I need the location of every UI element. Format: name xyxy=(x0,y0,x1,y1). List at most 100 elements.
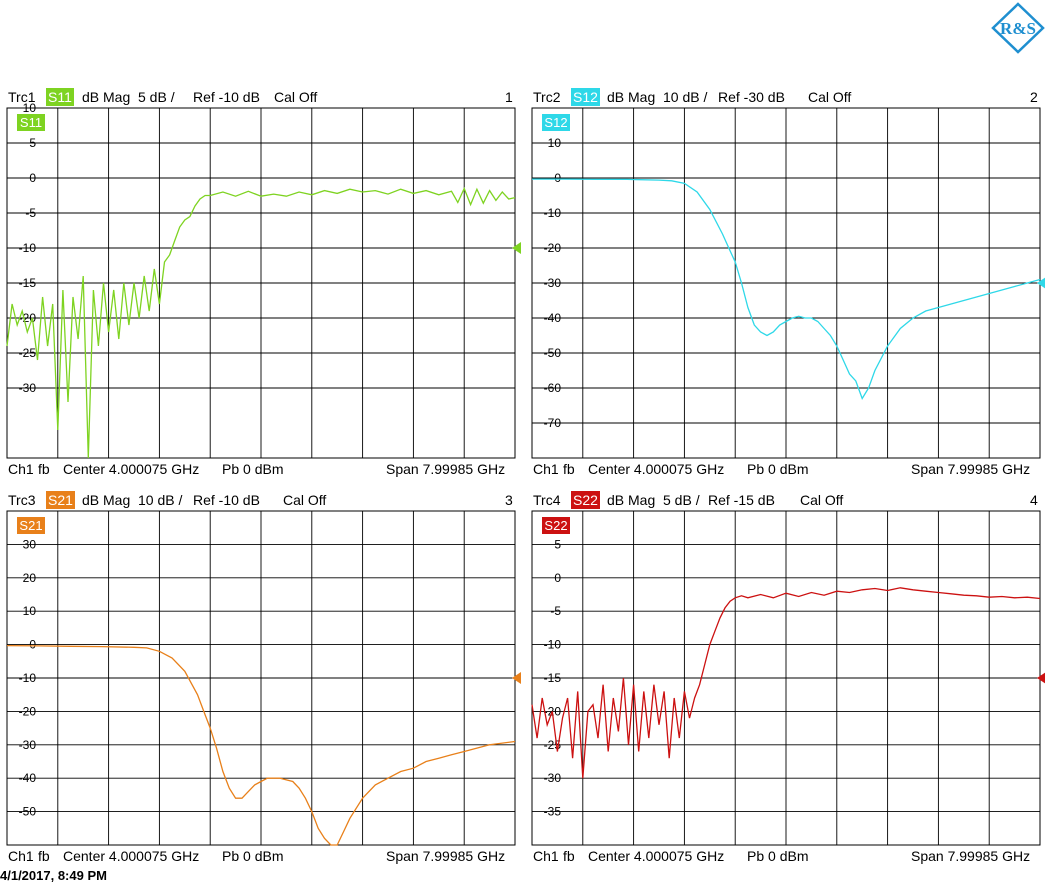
y-tick-label: -30 xyxy=(544,276,562,290)
plot-area[interactable]: 30 20 10 0 -10 -20 -30 -40 -50 S21 xyxy=(0,510,521,846)
trace-name[interactable]: Trc4 xyxy=(533,492,561,508)
scale-label[interactable]: 10 dB / xyxy=(138,492,183,508)
fb-label: fb xyxy=(38,848,50,864)
format-label[interactable]: dB Mag xyxy=(82,492,131,508)
y-tick-label: -40 xyxy=(19,771,37,785)
span-freq[interactable]: Span 7.99985 GHz xyxy=(911,848,1031,864)
fb-label: fb xyxy=(563,848,575,864)
trace-header: Trc2 S12 dB Mag 10 dB / Ref -30 dB Cal O… xyxy=(525,88,1038,106)
scale-label[interactable]: 10 dB / xyxy=(663,89,708,105)
trace-window-4[interactable]: Trc4 S22 dB Mag 5 dB / Ref -15 dB Cal Of… xyxy=(525,491,1045,867)
y-tick-label: 0 xyxy=(29,171,36,185)
y-tick-label: 10 xyxy=(23,604,37,618)
param-tag[interactable]: S22 xyxy=(571,491,600,509)
y-tick-label: -10 xyxy=(19,671,37,685)
trace-name[interactable]: Trc1 xyxy=(8,89,36,105)
y-tick-label: 10 xyxy=(548,136,562,150)
y-tick-label: -20 xyxy=(19,704,37,718)
channel-label[interactable]: Ch1 xyxy=(8,848,34,864)
format-label[interactable]: dB Mag xyxy=(82,89,131,105)
span-freq[interactable]: Span 7.99985 GHz xyxy=(386,848,506,864)
y-tick-label: 10 xyxy=(23,101,37,115)
span-freq[interactable]: Span 7.99985 GHz xyxy=(911,461,1031,477)
y-tick-label: 30 xyxy=(23,537,37,551)
y-tick-label: -5 xyxy=(550,604,561,618)
y-tick-label: 5 xyxy=(29,136,36,150)
y-tick-label: -40 xyxy=(544,311,562,325)
window-number: 1 xyxy=(505,89,513,105)
y-tick-label: -10 xyxy=(544,638,562,652)
logo-text: R&S xyxy=(1000,19,1036,38)
center-freq[interactable]: Center 4.000075 GHz xyxy=(63,461,200,477)
y-tick-label: -20 xyxy=(544,241,562,255)
trace-line xyxy=(531,587,1041,779)
window-number: 4 xyxy=(1030,492,1038,508)
y-tick-label: -30 xyxy=(19,738,37,752)
y-tick-label: 0 xyxy=(554,171,561,185)
cal-label[interactable]: Cal Off xyxy=(808,89,852,105)
cal-label[interactable]: Cal Off xyxy=(274,89,318,105)
trace-line xyxy=(6,186,516,459)
y-tick-label: -25 xyxy=(19,346,37,360)
power-label[interactable]: Pb 0 dBm xyxy=(747,848,809,864)
center-freq[interactable]: Center 4.000075 GHz xyxy=(63,848,200,864)
y-tick-label: -70 xyxy=(544,416,562,430)
timestamp: 4/1/2017, 8:49 PM xyxy=(0,868,107,883)
window-number: 3 xyxy=(505,492,513,508)
trace-window-3[interactable]: Trc3 S21 dB Mag 10 dB / Ref -10 dB Cal O… xyxy=(0,491,521,867)
y-tick-label: 0 xyxy=(554,571,561,585)
trace-name[interactable]: Trc2 xyxy=(533,89,561,105)
ref-label[interactable]: Ref -10 dB xyxy=(193,492,260,508)
param-tag[interactable]: S12 xyxy=(571,88,600,106)
param-tag[interactable]: S11 xyxy=(46,88,74,106)
legend-label: S11 xyxy=(20,115,42,130)
trace-name[interactable]: Trc3 xyxy=(8,492,36,508)
channel-label[interactable]: Ch1 xyxy=(8,461,34,477)
ref-label[interactable]: Ref -15 dB xyxy=(708,492,775,508)
scale-label[interactable]: 5 dB / xyxy=(138,89,175,105)
power-label[interactable]: Pb 0 dBm xyxy=(222,848,284,864)
y-tick-label: -15 xyxy=(19,276,37,290)
ref-label[interactable]: Ref -30 dB xyxy=(718,89,785,105)
channel-label[interactable]: Ch1 xyxy=(533,848,559,864)
trace-window-1[interactable]: Trc1 S11 dB Mag 5 dB / Ref -10 dB Cal Of… xyxy=(0,88,521,480)
center-freq[interactable]: Center 4.000075 GHz xyxy=(588,461,725,477)
cal-label[interactable]: Cal Off xyxy=(800,492,844,508)
format-label[interactable]: dB Mag xyxy=(607,89,656,105)
legend-swatch xyxy=(542,517,570,534)
channel-footer: Ch1 fb Center 4.000075 GHz Pb 0 dBm Span… xyxy=(525,460,1037,478)
trace-line xyxy=(532,178,1041,400)
fb-label: fb xyxy=(563,461,575,477)
plot-area[interactable]: 10 0 -10 -20 -30 -40 -50 -60 -70 S12 xyxy=(525,107,1045,459)
legend-label: S12 xyxy=(544,115,567,130)
y-tick-label: -35 xyxy=(544,805,562,819)
window-number: 2 xyxy=(1030,89,1038,105)
y-tick-label: 20 xyxy=(23,571,37,585)
cal-label[interactable]: Cal Off xyxy=(283,492,327,508)
y-tick-label: -15 xyxy=(544,671,562,685)
ref-label[interactable]: Ref -10 dB xyxy=(193,89,260,105)
channel-footer: Ch1 fb Center 4.000075 GHz Pb 0 dBm Span… xyxy=(525,847,1037,865)
power-label[interactable]: Pb 0 dBm xyxy=(747,461,809,477)
rohde-schwarz-logo-icon: R&S xyxy=(991,2,1045,54)
power-label[interactable]: Pb 0 dBm xyxy=(222,461,284,477)
y-tick-label: -5 xyxy=(25,206,36,220)
y-tick-label: -10 xyxy=(19,241,37,255)
y-tick-label: 0 xyxy=(29,638,36,652)
param-tag[interactable]: S21 xyxy=(46,491,75,509)
trace-header: Trc3 S21 dB Mag 10 dB / Ref -10 dB Cal O… xyxy=(0,491,513,509)
y-tick-label: -50 xyxy=(19,805,37,819)
scale-label[interactable]: 5 dB / xyxy=(663,492,700,508)
y-tick-label: 5 xyxy=(554,537,561,551)
legend-swatch xyxy=(17,517,45,534)
reference-marker-icon xyxy=(1037,672,1045,684)
center-freq[interactable]: Center 4.000075 GHz xyxy=(588,848,725,864)
channel-footer: Ch1 fb Center 4.000075 GHz Pb 0 dBm Span… xyxy=(0,460,512,478)
channel-label[interactable]: Ch1 xyxy=(533,461,559,477)
trace-window-2[interactable]: Trc2 S12 dB Mag 10 dB / Ref -30 dB Cal O… xyxy=(525,88,1045,480)
fb-label: fb xyxy=(38,461,50,477)
span-freq[interactable]: Span 7.99985 GHz xyxy=(386,461,506,477)
format-label[interactable]: dB Mag xyxy=(607,492,656,508)
